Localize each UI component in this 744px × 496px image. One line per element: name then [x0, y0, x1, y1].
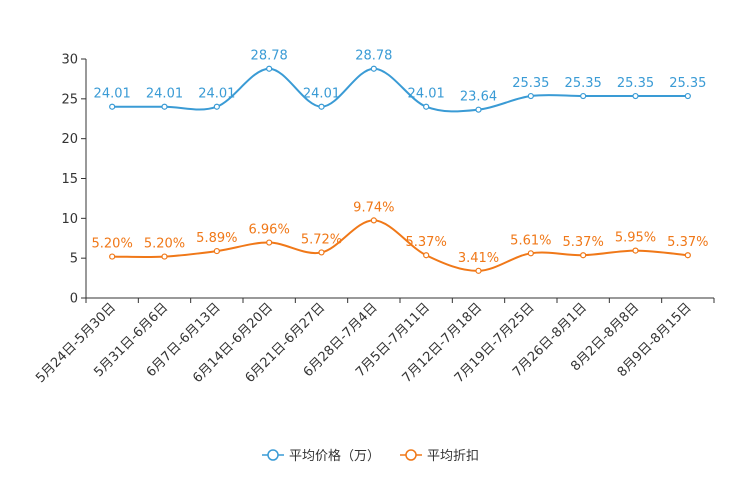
legend-item-2[interactable]: 平均折扣: [400, 449, 479, 464]
data-point: [423, 252, 430, 259]
data-label: 9.74%: [353, 200, 394, 215]
data-label: 23.64: [460, 90, 497, 105]
data-label: 24.01: [146, 87, 183, 102]
data-label: 3.41%: [458, 251, 499, 266]
data-point: [370, 65, 377, 72]
data-point: [580, 252, 587, 259]
data-label: 24.01: [408, 87, 445, 102]
data-point: [580, 92, 587, 100]
data-label: 25.35: [512, 76, 549, 91]
data-point: [266, 65, 273, 72]
data-point: [161, 253, 168, 260]
data-label: 28.78: [355, 49, 392, 64]
data-label: 5.72%: [301, 232, 342, 247]
data-label: 25.35: [617, 76, 654, 91]
data-label: 5.37%: [563, 235, 604, 250]
y-tick-label: 0: [70, 292, 78, 307]
legend-label: 平均折扣: [427, 449, 479, 464]
data-label: 5.37%: [406, 235, 447, 250]
data-point: [423, 103, 430, 110]
data-point: [475, 267, 482, 274]
data-label: 6.96%: [249, 223, 290, 238]
data-point: [318, 103, 325, 110]
data-point: [475, 106, 482, 113]
legend-marker-icon: [267, 449, 279, 461]
y-tick-label: 5: [70, 252, 78, 267]
data-point: [370, 217, 377, 224]
data-point: [632, 247, 639, 254]
data-label: 5.20%: [144, 237, 185, 252]
data-point: [109, 253, 116, 260]
data-point: [266, 239, 273, 246]
data-label: 25.35: [669, 76, 706, 91]
y-axis: 0 5 10 15 20 25 30: [61, 53, 87, 307]
data-point: [161, 103, 168, 110]
data-label: 24.01: [94, 87, 131, 102]
legend[interactable]: 平均价格（万） 平均折扣: [262, 448, 479, 464]
data-point: [318, 249, 325, 256]
data-point: [632, 92, 639, 100]
data-label: 5.61%: [510, 233, 551, 248]
data-point: [684, 252, 691, 259]
series-2: 5.20% 5.20% 5.89% 6.96% 5.72% 9.74% 5.37% 3.41%…: [92, 200, 708, 274]
y-tick-label: 20: [61, 132, 78, 147]
data-label: 24.01: [303, 87, 340, 102]
legend-item-1[interactable]: 平均价格（万）: [262, 448, 380, 464]
data-label: 28.78: [251, 49, 288, 64]
data-label: 5.20%: [92, 237, 133, 252]
y-tick-label: 25: [61, 92, 78, 107]
data-point: [213, 103, 220, 110]
data-label: 5.37%: [667, 235, 708, 250]
data-point: [527, 92, 534, 100]
data-label: 24.01: [198, 87, 235, 102]
data-point: [684, 92, 691, 100]
y-tick-label: 15: [61, 172, 78, 187]
series-1: 24.01 24.01 24.01 28.78 24.01 28.78 24.01 23.64…: [94, 49, 706, 113]
data-label: 5.95%: [615, 231, 656, 246]
y-tick-label: 10: [61, 212, 78, 227]
x-axis: 5月24日-5月30日5月31日-6月6日6月7日-6月13日6月14日-6月2…: [33, 297, 715, 386]
data-label: 25.35: [565, 76, 602, 91]
data-point: [109, 103, 116, 110]
legend-label: 平均价格（万）: [289, 448, 380, 464]
data-label: 5.89%: [196, 231, 237, 246]
data-point: [213, 247, 220, 255]
data-point: [527, 250, 534, 257]
y-tick-label: 30: [61, 53, 78, 68]
series-layer: 24.01 24.01 24.01 28.78 24.01 28.78 24.01 23.64…: [92, 49, 708, 274]
legend-marker-icon: [405, 449, 417, 461]
